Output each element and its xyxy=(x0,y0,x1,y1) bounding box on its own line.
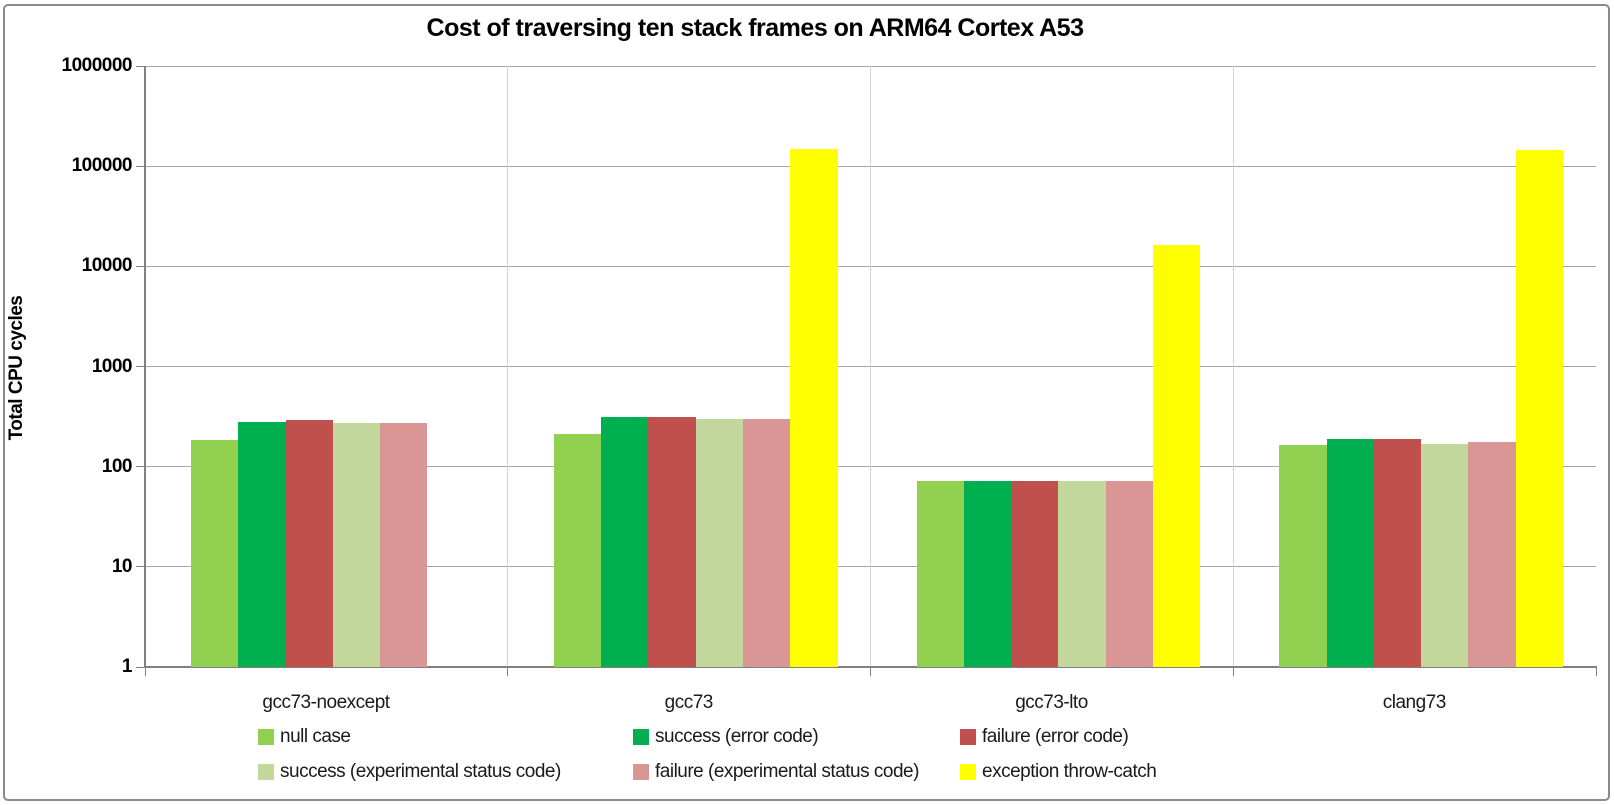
bar-gcc73-s4 xyxy=(742,418,791,667)
y-tick-label: 100000 xyxy=(71,155,133,177)
category-separator xyxy=(507,66,509,667)
bar-gcc73-s3 xyxy=(695,418,743,667)
bar-gcc73-s1 xyxy=(601,417,649,667)
y-tick xyxy=(136,466,145,468)
bar-clang73-s5 xyxy=(1515,150,1564,667)
y-axis-line xyxy=(144,66,146,668)
bar-gcc73-lto-s4 xyxy=(1105,480,1153,667)
category-separator xyxy=(870,66,871,667)
y-tick xyxy=(136,366,145,367)
legend-label: success (experimental status code) xyxy=(280,761,561,782)
bar-gcc73-noexcept-s4 xyxy=(380,422,428,667)
bar-clang73-s1 xyxy=(1326,438,1374,667)
bar-gcc73-noexcept-s2 xyxy=(285,420,333,667)
y-tick-label: 100 xyxy=(101,455,133,477)
bar-clang73-s0 xyxy=(1279,444,1327,667)
legend-swatch xyxy=(960,764,976,780)
category-label-gcc73-noexcept: gcc73-noexcept xyxy=(262,692,390,713)
x-tick xyxy=(1232,667,1234,676)
bar-gcc73-lto-s2 xyxy=(1011,480,1059,667)
legend-item: exception throw-catch xyxy=(960,761,1157,783)
x-tick xyxy=(144,667,146,676)
bar-gcc73-s0 xyxy=(553,434,602,667)
legend-swatch xyxy=(960,729,976,745)
legend-label: exception throw-catch xyxy=(982,761,1157,782)
category-label-gcc73: gcc73 xyxy=(664,692,714,713)
legend-label: failure (error code) xyxy=(982,726,1129,747)
bar-gcc73-noexcept-s1 xyxy=(238,421,286,667)
legend-label: failure (experimental status code) xyxy=(655,761,919,782)
category-label-clang73: clang73 xyxy=(1382,692,1447,713)
legend-swatch xyxy=(633,764,649,780)
bar-clang73-s4 xyxy=(1468,442,1516,667)
y-tick-label: 1000 xyxy=(91,355,133,377)
legend-swatch xyxy=(258,764,274,780)
chart-title: Cost of traversing ten stack frames on A… xyxy=(426,14,1084,42)
x-tick xyxy=(507,667,509,676)
legend-item: failure (error code) xyxy=(960,726,1129,748)
legend-swatch xyxy=(633,729,649,745)
legend-label: success (error code) xyxy=(655,726,819,747)
category-separator xyxy=(1232,66,1234,667)
y-tick xyxy=(136,165,145,167)
bar-gcc73-s2 xyxy=(648,417,696,667)
y-tick xyxy=(136,566,145,568)
y-tick xyxy=(136,265,145,267)
legend-item: failure (experimental status code) xyxy=(633,761,919,783)
category-label-gcc73-lto: gcc73-lto xyxy=(1015,692,1088,713)
bar-gcc73-lto-s3 xyxy=(1058,480,1106,667)
y-tick-label: 1000000 xyxy=(61,55,133,76)
legend-label: null case xyxy=(280,726,351,747)
bar-gcc73-noexcept-s3 xyxy=(332,422,381,667)
bar-clang73-s3 xyxy=(1421,443,1469,667)
y-tick xyxy=(136,666,145,668)
legend-item: success (experimental status code) xyxy=(258,761,561,783)
x-tick xyxy=(870,667,871,676)
bar-gcc73-s5 xyxy=(790,148,838,667)
y-tick xyxy=(136,65,145,67)
legend-item: null case xyxy=(258,726,351,748)
legend-swatch xyxy=(258,729,274,745)
bar-gcc73-lto-s5 xyxy=(1153,244,1201,667)
legend-item: success (error code) xyxy=(633,726,819,748)
y-tick-label: 10 xyxy=(111,555,133,577)
y-tick-label: 10000 xyxy=(81,255,133,277)
bar-gcc73-lto-s1 xyxy=(963,480,1012,667)
x-tick xyxy=(1595,667,1597,676)
bar-gcc73-lto-s0 xyxy=(916,480,964,667)
y-tick-label: 1 xyxy=(121,656,133,677)
bar-clang73-s2 xyxy=(1373,438,1422,667)
bar-gcc73-noexcept-s0 xyxy=(191,439,239,667)
